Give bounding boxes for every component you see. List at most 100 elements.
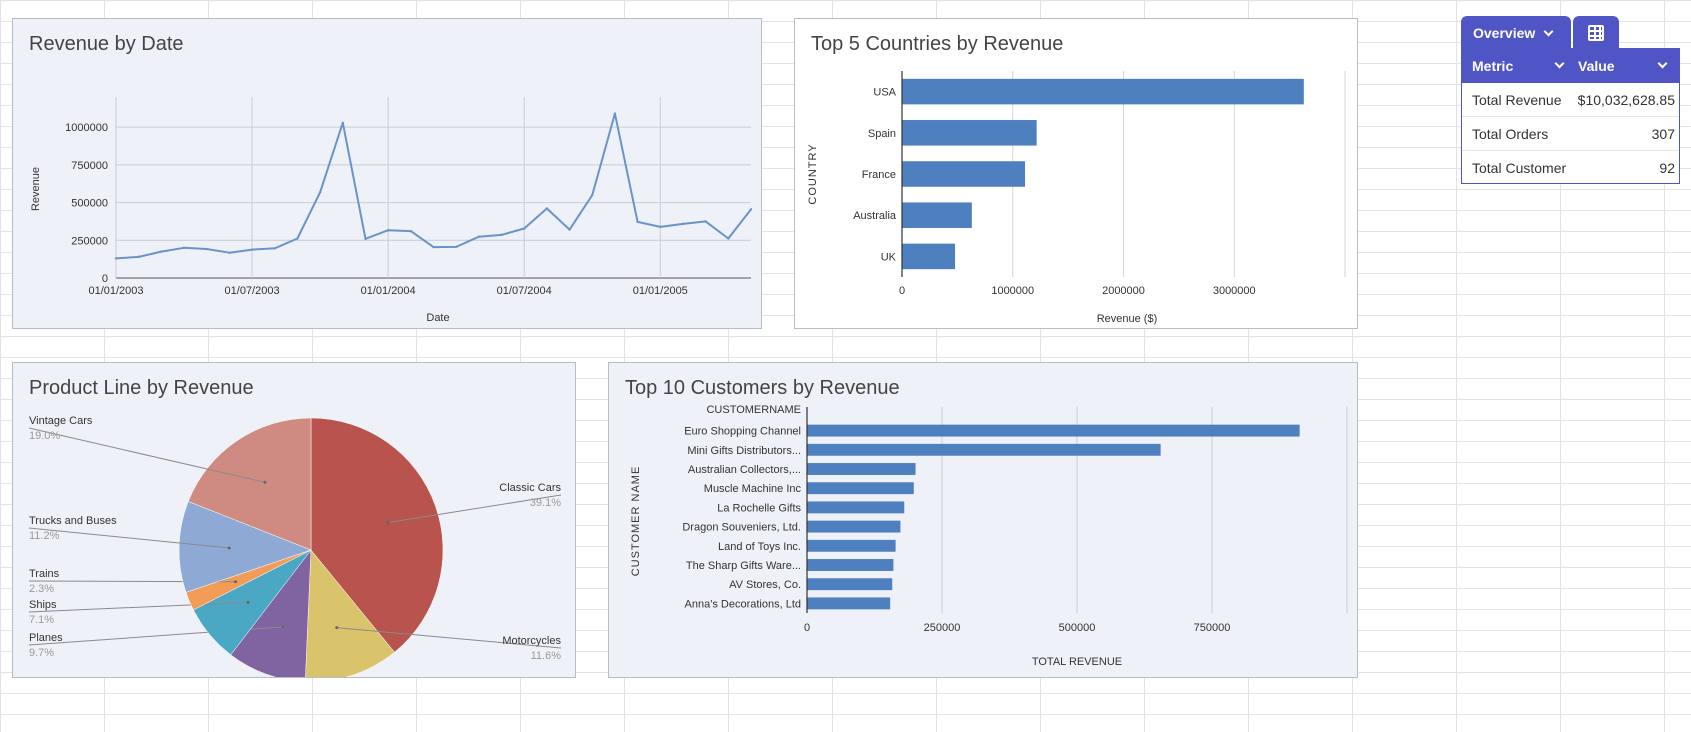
data-point [659, 225, 662, 229]
value-cell: $10,032,628.85 [1577, 92, 1675, 108]
value-column-header[interactable]: Value [1578, 58, 1615, 74]
data-point [228, 251, 231, 254]
data-point [409, 229, 413, 233]
y-tick-label: 500000 [71, 198, 108, 210]
slice-label: Motorcycles [502, 635, 561, 647]
x-tick-label: 500000 [1059, 622, 1096, 634]
series-line [115, 112, 752, 260]
product-line-card[interactable]: Product Line by Revenue Classic Cars 39.1… [12, 362, 576, 678]
slice-label: Vintage Cars [29, 415, 93, 427]
x-tick-label: 250000 [924, 622, 961, 634]
overview-table: Metric Value Total Revenue $10,032,628.8… [1461, 48, 1680, 184]
overview-tab-label: Overview [1473, 25, 1536, 41]
slice-label: Classic Cars [499, 482, 561, 494]
table-row[interactable]: Total Customer 92 [1462, 151, 1679, 185]
category-label: UK [881, 251, 897, 263]
metric-cell: Total Revenue [1472, 92, 1562, 108]
pie-slice [178, 501, 312, 593]
category-label: Spain [868, 128, 896, 140]
data-point [182, 246, 186, 250]
pie-slice [187, 417, 312, 551]
leader-dot [263, 480, 267, 484]
bar [807, 520, 901, 533]
table-row[interactable]: Total Revenue $10,032,628.85 [1462, 83, 1679, 117]
data-point [341, 121, 344, 124]
bar [807, 539, 896, 552]
x-tick-label: 0 [804, 622, 810, 634]
metric-column-header[interactable]: Metric [1472, 58, 1514, 74]
metric-cell: Total Orders [1472, 126, 1549, 142]
bar [902, 78, 1304, 105]
category-label: Australia [853, 210, 897, 222]
y-tick-label: 250000 [71, 235, 108, 247]
header-label: CUSTOMERNAME [706, 404, 801, 416]
x-tick-label: 0 [899, 285, 905, 297]
bar [902, 243, 956, 270]
data-point [545, 207, 549, 210]
product-line-pie-chart: Classic Cars 39.1% Motorcycles 11.6% Planes 9… [28, 415, 562, 677]
data-point [114, 257, 118, 260]
data-point [681, 222, 685, 226]
chevron-down-icon[interactable] [1657, 58, 1668, 69]
data-point [591, 193, 594, 197]
category-label: Dragon Souveniers, Ltd. [682, 522, 801, 534]
slice-label: Planes [29, 632, 63, 644]
chevron-down-icon [1543, 26, 1554, 36]
chart-title: Top 10 Customers by Revenue [625, 377, 900, 399]
category-label: France [862, 169, 896, 181]
bar [807, 424, 1300, 437]
top5-countries-card[interactable]: Top 5 Countries by Revenue 0 1000000 20000… [794, 18, 1358, 329]
bar [902, 161, 1026, 187]
category-label: Australian Collectors,... [688, 464, 801, 476]
pie-slice [230, 549, 312, 677]
top10-customers-card[interactable]: Top 10 Customers by Revenue 0 250000 50000… [608, 362, 1358, 678]
table-view-button[interactable] [1573, 16, 1619, 50]
metric-cell: Total Customer [1472, 160, 1567, 176]
bar [807, 597, 891, 610]
table-icon [1588, 25, 1604, 41]
category-label: AV Stores, Co. [729, 579, 801, 591]
leader-dot [335, 626, 339, 630]
data-point [636, 220, 639, 224]
x-axis-label: Revenue ($) [1097, 313, 1158, 325]
data-point [704, 220, 707, 223]
bar [807, 559, 894, 571]
chart-title: Revenue by Date [29, 33, 184, 55]
data-point [318, 191, 322, 194]
slice-label: Trucks and Buses [29, 515, 117, 527]
data-point [500, 233, 503, 237]
x-tick-label: 01/07/2003 [225, 285, 280, 297]
leader-dot [234, 580, 238, 584]
overview-tab[interactable]: Overview [1461, 16, 1571, 50]
slice-percent: 9.7% [29, 647, 54, 659]
data-point [613, 112, 617, 115]
data-point [749, 208, 753, 211]
x-axis-label: TOTAL REVENUE [1032, 656, 1122, 668]
category-label: Anna's Decorations, Ltd [685, 598, 801, 610]
table-row[interactable]: Total Orders 307 [1462, 117, 1679, 151]
y-axis-label: CUSTOMER NAME [630, 466, 642, 577]
data-point [250, 248, 254, 251]
leader-line [388, 494, 562, 524]
x-tick-label: 01/07/2004 [497, 285, 552, 297]
chevron-down-icon[interactable] [1554, 58, 1565, 69]
revenue-by-date-card[interactable]: Revenue by Date 0 250000 500000 750000 10000… [12, 18, 762, 329]
x-tick-label: 1000000 [991, 285, 1034, 297]
slice-percent: 39.1% [530, 497, 561, 509]
bar [807, 482, 914, 495]
leader-line [28, 601, 249, 613]
y-axis-label: Revenue [30, 167, 42, 211]
data-point [137, 255, 140, 259]
y-tick-label: 0 [102, 273, 108, 285]
leader-dot [386, 521, 390, 525]
top5-countries-chart: 0 1000000 2000000 3000000 USA Spain France Aust… [807, 71, 1346, 325]
data-point [364, 237, 367, 240]
data-point [432, 245, 435, 249]
data-point [454, 245, 458, 249]
y-tick-label: 750000 [71, 160, 108, 172]
x-axis-label: Date [426, 312, 449, 324]
leader-dot [281, 625, 285, 629]
revenue-by-date-chart: 0 250000 500000 750000 1000000 01/01/2003 01/0… [30, 97, 753, 324]
leader-line [28, 427, 266, 483]
slice-percent: 11.6% [531, 650, 562, 662]
